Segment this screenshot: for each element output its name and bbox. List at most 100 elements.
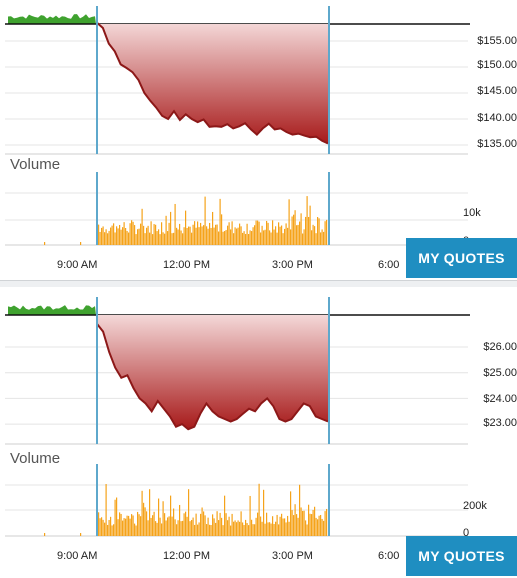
volume-bar xyxy=(260,516,262,536)
x-tick-label: 6:00 xyxy=(378,550,400,562)
volume-bar xyxy=(189,521,191,536)
volume-bar xyxy=(108,520,110,536)
volume-bar xyxy=(321,518,323,536)
pre-market-area xyxy=(8,305,96,315)
volume-tick-label: 0 xyxy=(463,527,470,539)
volume-bar xyxy=(231,221,233,245)
volume-bar xyxy=(173,508,175,536)
my-quotes-button[interactable]: MY QUOTES xyxy=(406,536,517,576)
volume-bar xyxy=(254,225,256,245)
volume-bar xyxy=(182,520,184,536)
volume-bar xyxy=(234,227,236,245)
volume-bar xyxy=(179,223,181,245)
volume-bar xyxy=(266,512,268,536)
volume-bar xyxy=(141,490,143,536)
volume-bar xyxy=(318,218,320,245)
volume-bar xyxy=(99,231,101,245)
volume-bar xyxy=(120,229,122,245)
volume-bar xyxy=(98,224,100,245)
price-line xyxy=(96,22,329,145)
volume-bar xyxy=(131,220,133,245)
volume-bar xyxy=(320,514,322,536)
volume-bar xyxy=(314,226,316,245)
chart-panel-1: $155.00 $150.00 $145.00 $140.00 $135.00 … xyxy=(0,0,517,286)
pre-market-area xyxy=(8,14,96,24)
volume-bar xyxy=(171,233,173,245)
volume-bar xyxy=(159,517,161,536)
volume-bar xyxy=(311,230,313,245)
volume-bar xyxy=(323,520,325,536)
volume-bar xyxy=(282,518,284,536)
volume-bar xyxy=(108,230,110,245)
volume-bar xyxy=(128,515,130,536)
volume-bar xyxy=(218,520,220,536)
volume-bar xyxy=(198,522,200,536)
volume-bar xyxy=(246,523,248,536)
volume-bar xyxy=(200,222,202,245)
volume-bar xyxy=(293,214,295,245)
volume-bar xyxy=(272,516,274,536)
volume-bar xyxy=(302,510,304,536)
volume-bar xyxy=(273,524,275,536)
volume-bar xyxy=(135,234,137,245)
volume-bar xyxy=(207,517,209,536)
price-volume-chart-1[interactable] xyxy=(0,0,517,280)
volume-bar xyxy=(281,225,283,245)
volume-bar xyxy=(287,227,289,245)
volume-bar xyxy=(239,223,241,245)
volume-bar xyxy=(278,222,280,245)
volume-bar xyxy=(305,216,307,245)
volume-bar xyxy=(261,225,263,245)
volume-bar xyxy=(317,519,319,536)
volume-bar xyxy=(179,504,181,536)
volume-bar xyxy=(114,499,116,536)
volume-bar xyxy=(143,502,145,536)
volume-bar xyxy=(201,226,203,245)
volume-bar xyxy=(297,224,299,245)
volume-bar xyxy=(176,524,178,536)
volume-bar xyxy=(321,229,323,245)
volume-bar xyxy=(249,495,251,536)
volume-bar xyxy=(312,509,314,536)
volume-bar xyxy=(98,512,100,536)
volume-title: Volume xyxy=(10,450,61,467)
volume-bar xyxy=(153,224,155,245)
volume-bar xyxy=(219,512,221,536)
volume-bar xyxy=(165,215,167,245)
volume-bar xyxy=(263,489,265,536)
volume-bar xyxy=(255,517,257,536)
volume-bar xyxy=(122,520,124,536)
volume-bar xyxy=(185,511,187,536)
volume-bar xyxy=(162,232,164,245)
volume-bar xyxy=(306,524,308,536)
panel-divider xyxy=(0,280,517,287)
volume-bar xyxy=(201,507,203,536)
volume-bar xyxy=(257,512,259,536)
volume-bar xyxy=(252,524,254,536)
volume-bar xyxy=(152,515,154,536)
volume-bar xyxy=(129,223,131,245)
volume-bar xyxy=(278,524,280,536)
volume-bar xyxy=(161,222,163,245)
my-quotes-button[interactable]: MY QUOTES xyxy=(406,238,517,278)
volume-bar xyxy=(290,491,292,536)
volume-bar xyxy=(131,514,133,536)
volume-bar xyxy=(123,222,125,245)
price-tick-label: $23.00 xyxy=(483,417,517,429)
price-volume-chart-2[interactable] xyxy=(0,292,517,573)
volume-bar xyxy=(315,233,317,245)
volume-bar xyxy=(285,522,287,536)
x-tick-label: 9:00 AM xyxy=(57,259,98,271)
volume-bar xyxy=(176,227,178,245)
volume-bar xyxy=(183,513,185,536)
x-tick-label: 6:00 xyxy=(378,259,400,271)
volume-bar xyxy=(191,519,193,536)
volume-bar xyxy=(291,510,293,536)
volume-bar xyxy=(156,231,158,245)
volume-bar xyxy=(137,229,139,245)
volume-bar xyxy=(186,227,188,245)
volume-bar xyxy=(170,495,172,536)
volume-bar xyxy=(303,510,305,536)
volume-bar xyxy=(150,517,152,536)
volume-bar xyxy=(164,513,166,536)
